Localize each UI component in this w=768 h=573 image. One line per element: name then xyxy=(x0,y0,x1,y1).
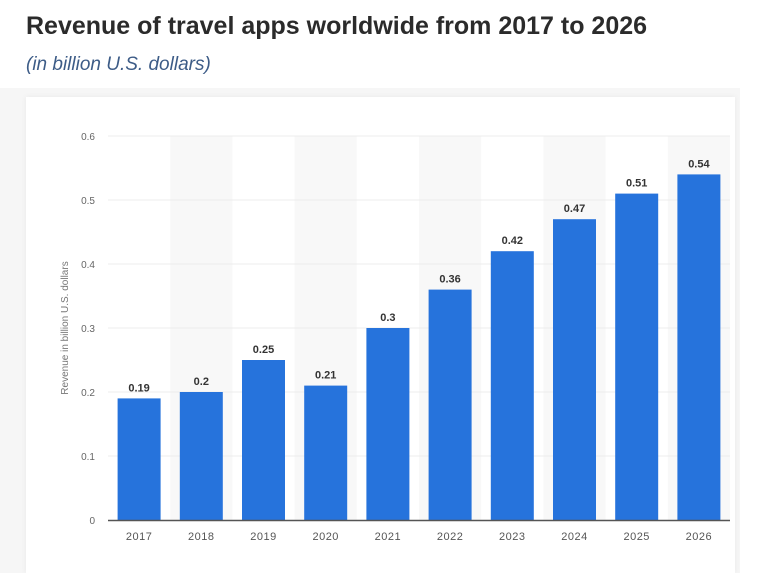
bar-2021 xyxy=(366,328,410,520)
bar-2026 xyxy=(677,174,721,520)
x-tick-label: 2017 xyxy=(126,531,152,543)
data-label: 0.21 xyxy=(315,370,336,382)
data-label: 0.25 xyxy=(253,344,274,356)
x-tick-label: 2019 xyxy=(250,531,276,543)
data-label: 0.42 xyxy=(502,235,523,247)
x-tick-label: 2022 xyxy=(437,531,463,543)
y-tick-label: 0.5 xyxy=(81,196,95,207)
y-axis-label: Revenue in billion U.S. dollars xyxy=(60,261,71,394)
x-tick-label: 2018 xyxy=(188,531,214,543)
x-tick-label: 2023 xyxy=(499,531,525,543)
x-tick-label: 2026 xyxy=(686,531,712,543)
x-tick-label: 2024 xyxy=(561,531,587,543)
y-tick-label: 0.4 xyxy=(81,260,95,271)
data-label: 0.54 xyxy=(688,158,710,170)
bar-2019 xyxy=(242,360,285,520)
y-tick-label: 0.6 xyxy=(81,132,95,143)
y-tick-label: 0.2 xyxy=(81,388,95,399)
bar-2018 xyxy=(179,392,223,520)
x-tick-label: 2021 xyxy=(375,531,401,543)
bar-2017 xyxy=(117,398,161,520)
x-tick-label: 2025 xyxy=(623,531,649,543)
data-label: 0.51 xyxy=(626,178,647,190)
bar-2024 xyxy=(553,219,596,520)
y-tick-label: 0.1 xyxy=(81,452,95,463)
data-label: 0.19 xyxy=(128,382,149,394)
data-label: 0.36 xyxy=(439,274,460,286)
bar-2020 xyxy=(304,385,348,520)
data-label: 0.47 xyxy=(564,203,585,215)
y-tick-label: 0.3 xyxy=(81,324,95,335)
chart-subtitle: (in billion U.S. dollars) xyxy=(26,54,211,75)
data-label: 0.2 xyxy=(194,376,209,388)
bar-2022 xyxy=(428,289,472,520)
chart-title: Revenue of travel apps worldwide from 20… xyxy=(26,12,648,40)
bar-2023 xyxy=(490,251,534,520)
data-label: 0.3 xyxy=(380,312,395,324)
y-tick-label: 0 xyxy=(89,516,95,527)
bar-2025 xyxy=(615,193,659,520)
x-tick-label: 2020 xyxy=(312,531,338,543)
